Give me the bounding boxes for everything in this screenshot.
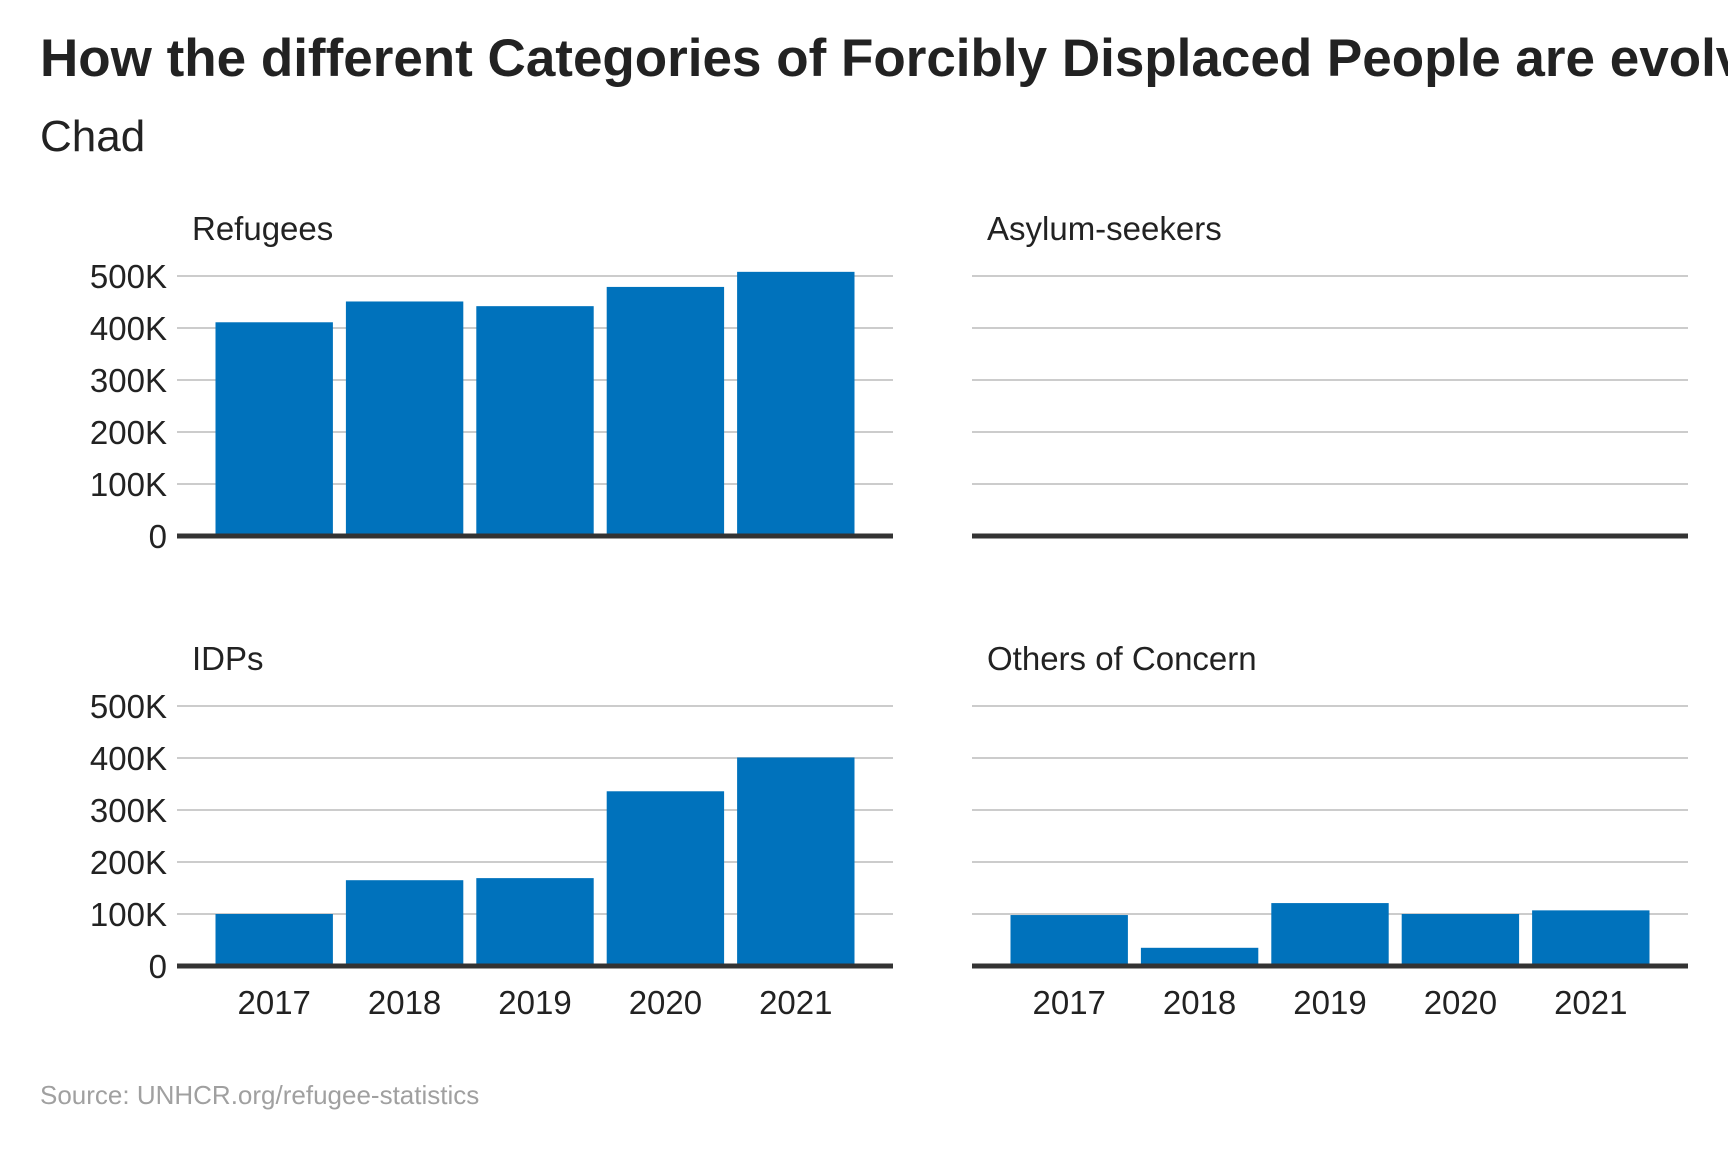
y-tick-label: 0 (149, 948, 167, 985)
x-tick-label: 2020 (1424, 984, 1497, 1021)
bar (215, 322, 333, 536)
bar (476, 306, 594, 536)
source-note: Source: UNHCR.org/refugee-statistics (40, 1080, 480, 1110)
x-tick-label: 2017 (1032, 984, 1105, 1021)
panel-title: Refugees (192, 210, 333, 247)
y-tick-label: 200K (90, 844, 167, 881)
bar (1532, 910, 1650, 966)
bar (1010, 915, 1128, 966)
bar (345, 880, 464, 966)
bar (1140, 947, 1259, 966)
x-tick-label: 2021 (1554, 984, 1627, 1021)
bar (1271, 903, 1389, 966)
y-tick-label: 100K (90, 896, 167, 933)
y-tick-label: 300K (90, 362, 167, 399)
bar (345, 301, 464, 536)
panel-title: Others of Concern (987, 640, 1257, 677)
x-tick-label: 2017 (237, 984, 310, 1021)
y-tick-label: 200K (90, 414, 167, 451)
x-tick-label: 2019 (1293, 984, 1366, 1021)
x-tick-label: 2018 (1163, 984, 1236, 1021)
x-tick-label: 2018 (368, 984, 441, 1021)
y-tick-label: 400K (90, 740, 167, 777)
y-tick-label: 500K (90, 258, 167, 295)
x-tick-label: 2019 (498, 984, 571, 1021)
y-tick-label: 300K (90, 792, 167, 829)
y-tick-label: 400K (90, 310, 167, 347)
bar (737, 757, 855, 966)
bar (476, 878, 594, 966)
chart-subtitle: Chad (40, 112, 146, 161)
y-tick-label: 100K (90, 466, 167, 503)
y-tick-label: 0 (149, 518, 167, 555)
x-tick-label: 2021 (759, 984, 832, 1021)
y-tick-label: 500K (90, 688, 167, 725)
bar (1401, 914, 1520, 966)
panel-title: IDPs (192, 640, 264, 677)
bar (606, 791, 725, 966)
panel-title: Asylum-seekers (987, 210, 1222, 247)
chart-title: How the different Categories of Forcibly… (40, 29, 1728, 88)
x-tick-label: 2020 (629, 984, 702, 1021)
bar (737, 271, 855, 536)
bar (215, 914, 333, 966)
bar (606, 286, 725, 536)
